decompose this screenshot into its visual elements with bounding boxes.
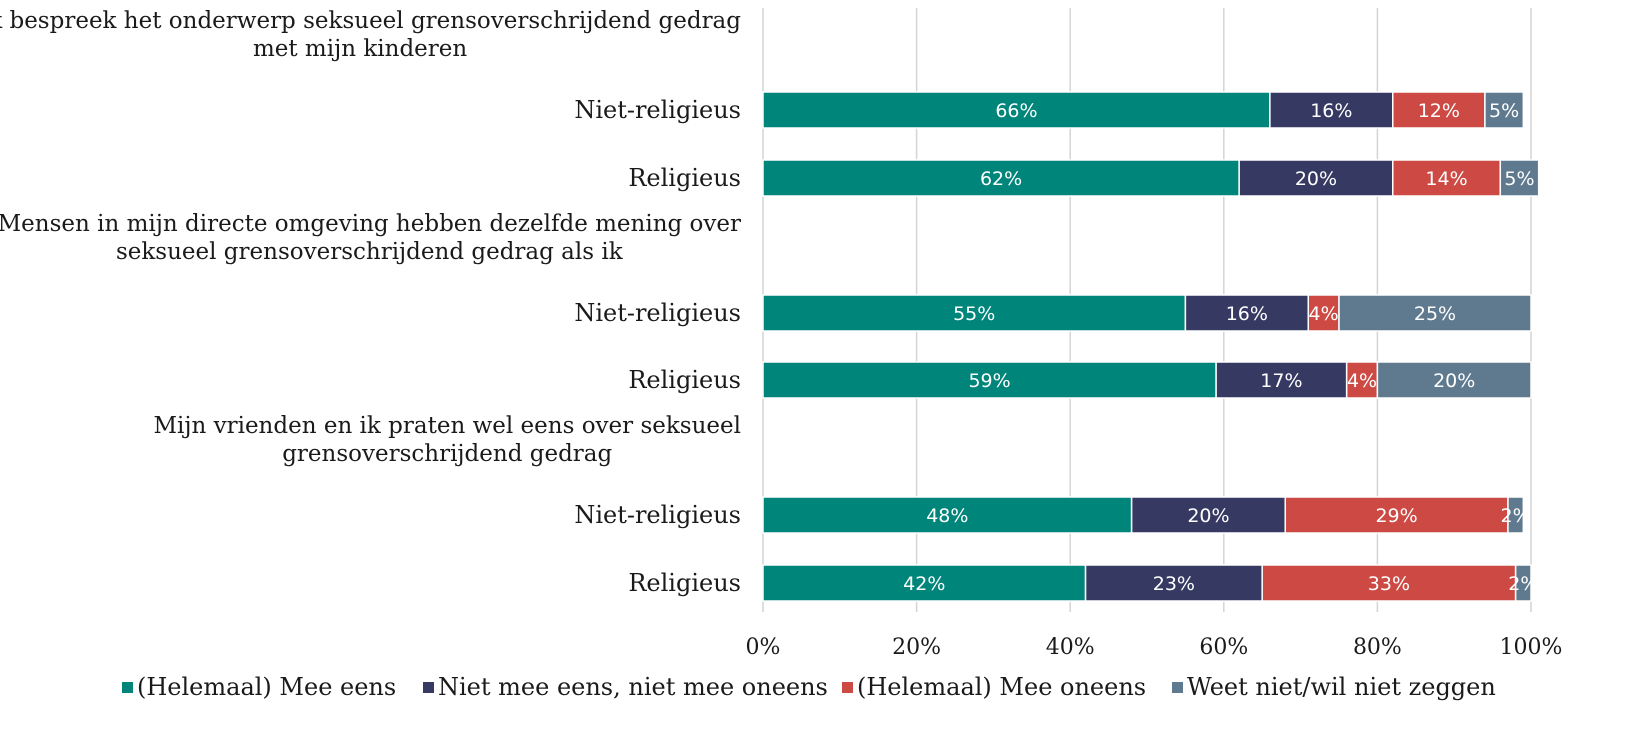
group-title-3-line-2: grensoverschrijdend gedrag xyxy=(282,441,612,467)
bar-segment-1-2-3 xyxy=(1392,159,1502,197)
bar-data-label-3-1-3: 29% xyxy=(1375,505,1417,527)
bar-segment-3-2-3 xyxy=(1261,564,1517,602)
legend-label-4: Weet niet/wil niet zeggen xyxy=(1187,673,1496,701)
x-tick-label-80: 80% xyxy=(1353,635,1402,660)
bar-segment-2-2-1 xyxy=(762,361,1217,399)
bar-data-label-2-1-4: 25% xyxy=(1414,303,1456,325)
bar-data-label-2-2-1: 59% xyxy=(968,370,1010,392)
bar-data-label-2-1-3: 4% xyxy=(1309,303,1339,325)
bar-data-label-1-2-1: 62% xyxy=(980,168,1022,190)
category-label-1-2: Religieus xyxy=(628,164,741,192)
x-tick-label-60: 60% xyxy=(1199,635,1248,660)
bar-segment-3-1-1 xyxy=(762,496,1133,534)
category-label-3-2: Religieus xyxy=(628,569,741,597)
group-title-1-line-1: Ik bespreek het onderwerp seksueel grens… xyxy=(0,8,741,34)
bar-data-label-1-1-3: 12% xyxy=(1418,100,1460,122)
x-tick-label-20: 20% xyxy=(892,635,941,660)
bar-data-label-2-1-2: 16% xyxy=(1226,303,1268,325)
bar-data-label-2-1-1: 55% xyxy=(953,303,995,325)
group-title-2-line-1: Mensen in mijn directe omgeving hebben d… xyxy=(0,211,741,237)
legend-swatch-1 xyxy=(122,682,133,693)
bar-data-label-2-2-3: 4% xyxy=(1347,370,1377,392)
legend-label-1: (Helemaal) Mee eens xyxy=(137,673,396,701)
x-tick-label-40: 40% xyxy=(1046,635,1095,660)
bar-data-label-1-2-3: 14% xyxy=(1425,168,1467,190)
bar-segment-3-1-2 xyxy=(1130,496,1286,534)
x-tick-label-0: 0% xyxy=(746,635,781,660)
bar-segment-1-2-1 xyxy=(762,159,1240,197)
bar-data-label-3-2-4: 2% xyxy=(1508,573,1538,595)
category-label-2-2: Religieus xyxy=(628,366,741,394)
bar-segment-2-2-4 xyxy=(1376,361,1532,399)
group-title-2-line-2: seksueel grensoverschrijdend gedrag als … xyxy=(116,239,624,265)
bar-data-label-3-1-4: 2% xyxy=(1501,505,1531,527)
legend-swatch-2 xyxy=(423,682,434,693)
bar-segment-1-2-2 xyxy=(1238,159,1394,197)
x-axis-ticks: 0% 20% 40% 60% 80% 100% xyxy=(746,635,1563,660)
bar-segment-2-1-2 xyxy=(1184,294,1310,332)
bar-segment-3-2-2 xyxy=(1084,564,1263,602)
bar-segment-1-1-1 xyxy=(762,91,1271,129)
legend-label-3: (Helemaal) Mee oneens xyxy=(857,673,1146,701)
group-title-3-line-1: Mijn vrienden en ik praten wel eens over… xyxy=(153,413,741,439)
bar-segment-1-2-4 xyxy=(1499,159,1540,197)
group-title-1-line-2: met mijn kinderen xyxy=(253,36,467,62)
category-label-2-1: Niet-religieus xyxy=(574,299,741,327)
segment-labels: 66% 16% 12% 5% 62% 20% 14% 5% 55% 16% 4% 25% 59% 17% 4… xyxy=(903,100,1538,595)
bar-data-label-3-1-2: 20% xyxy=(1187,505,1229,527)
bar-data-label-1-2-2: 20% xyxy=(1295,168,1337,190)
category-label-1-1: Niet-religieus xyxy=(574,96,741,124)
bar-data-label-1-1-1: 66% xyxy=(995,100,1037,122)
bar-segment-2-2-2 xyxy=(1215,361,1348,399)
bar-segment-2-1-1 xyxy=(762,294,1187,332)
category-label-3-1: Niet-religieus xyxy=(574,501,741,529)
bar-segment-1-1-4 xyxy=(1484,91,1525,129)
bar-data-label-1-1-2: 16% xyxy=(1310,100,1352,122)
legend-swatch-4 xyxy=(1172,682,1183,693)
bar-segment-3-2-4 xyxy=(1514,564,1532,602)
bar-data-label-2-2-4: 20% xyxy=(1433,370,1475,392)
category-labels: Niet-religieus Religieus Niet-religieus Rel… xyxy=(574,96,741,597)
x-tick-label-100: 100% xyxy=(1500,635,1563,660)
bar-data-label-1-2-4: 5% xyxy=(1504,168,1534,190)
bar-segment-2-1-3 xyxy=(1307,294,1340,332)
bars xyxy=(762,91,1540,602)
bar-segment-2-1-4 xyxy=(1338,294,1532,332)
bar-data-label-2-2-2: 17% xyxy=(1260,370,1302,392)
group-titles: Ik bespreek het onderwerp seksueel grens… xyxy=(0,8,741,467)
bar-data-label-3-2-2: 23% xyxy=(1153,573,1195,595)
legend: (Helemaal) Mee eens Niet mee eens, niet m… xyxy=(122,673,1496,701)
bar-segment-3-1-4 xyxy=(1507,496,1525,534)
bar-data-label-3-2-1: 42% xyxy=(903,573,945,595)
bar-data-label-1-1-4: 5% xyxy=(1489,100,1519,122)
bar-data-label-3-1-1: 48% xyxy=(926,505,968,527)
bar-data-label-3-2-3: 33% xyxy=(1368,573,1410,595)
legend-swatch-3 xyxy=(842,682,853,693)
legend-label-2: Niet mee eens, niet mee oneens xyxy=(438,673,828,701)
